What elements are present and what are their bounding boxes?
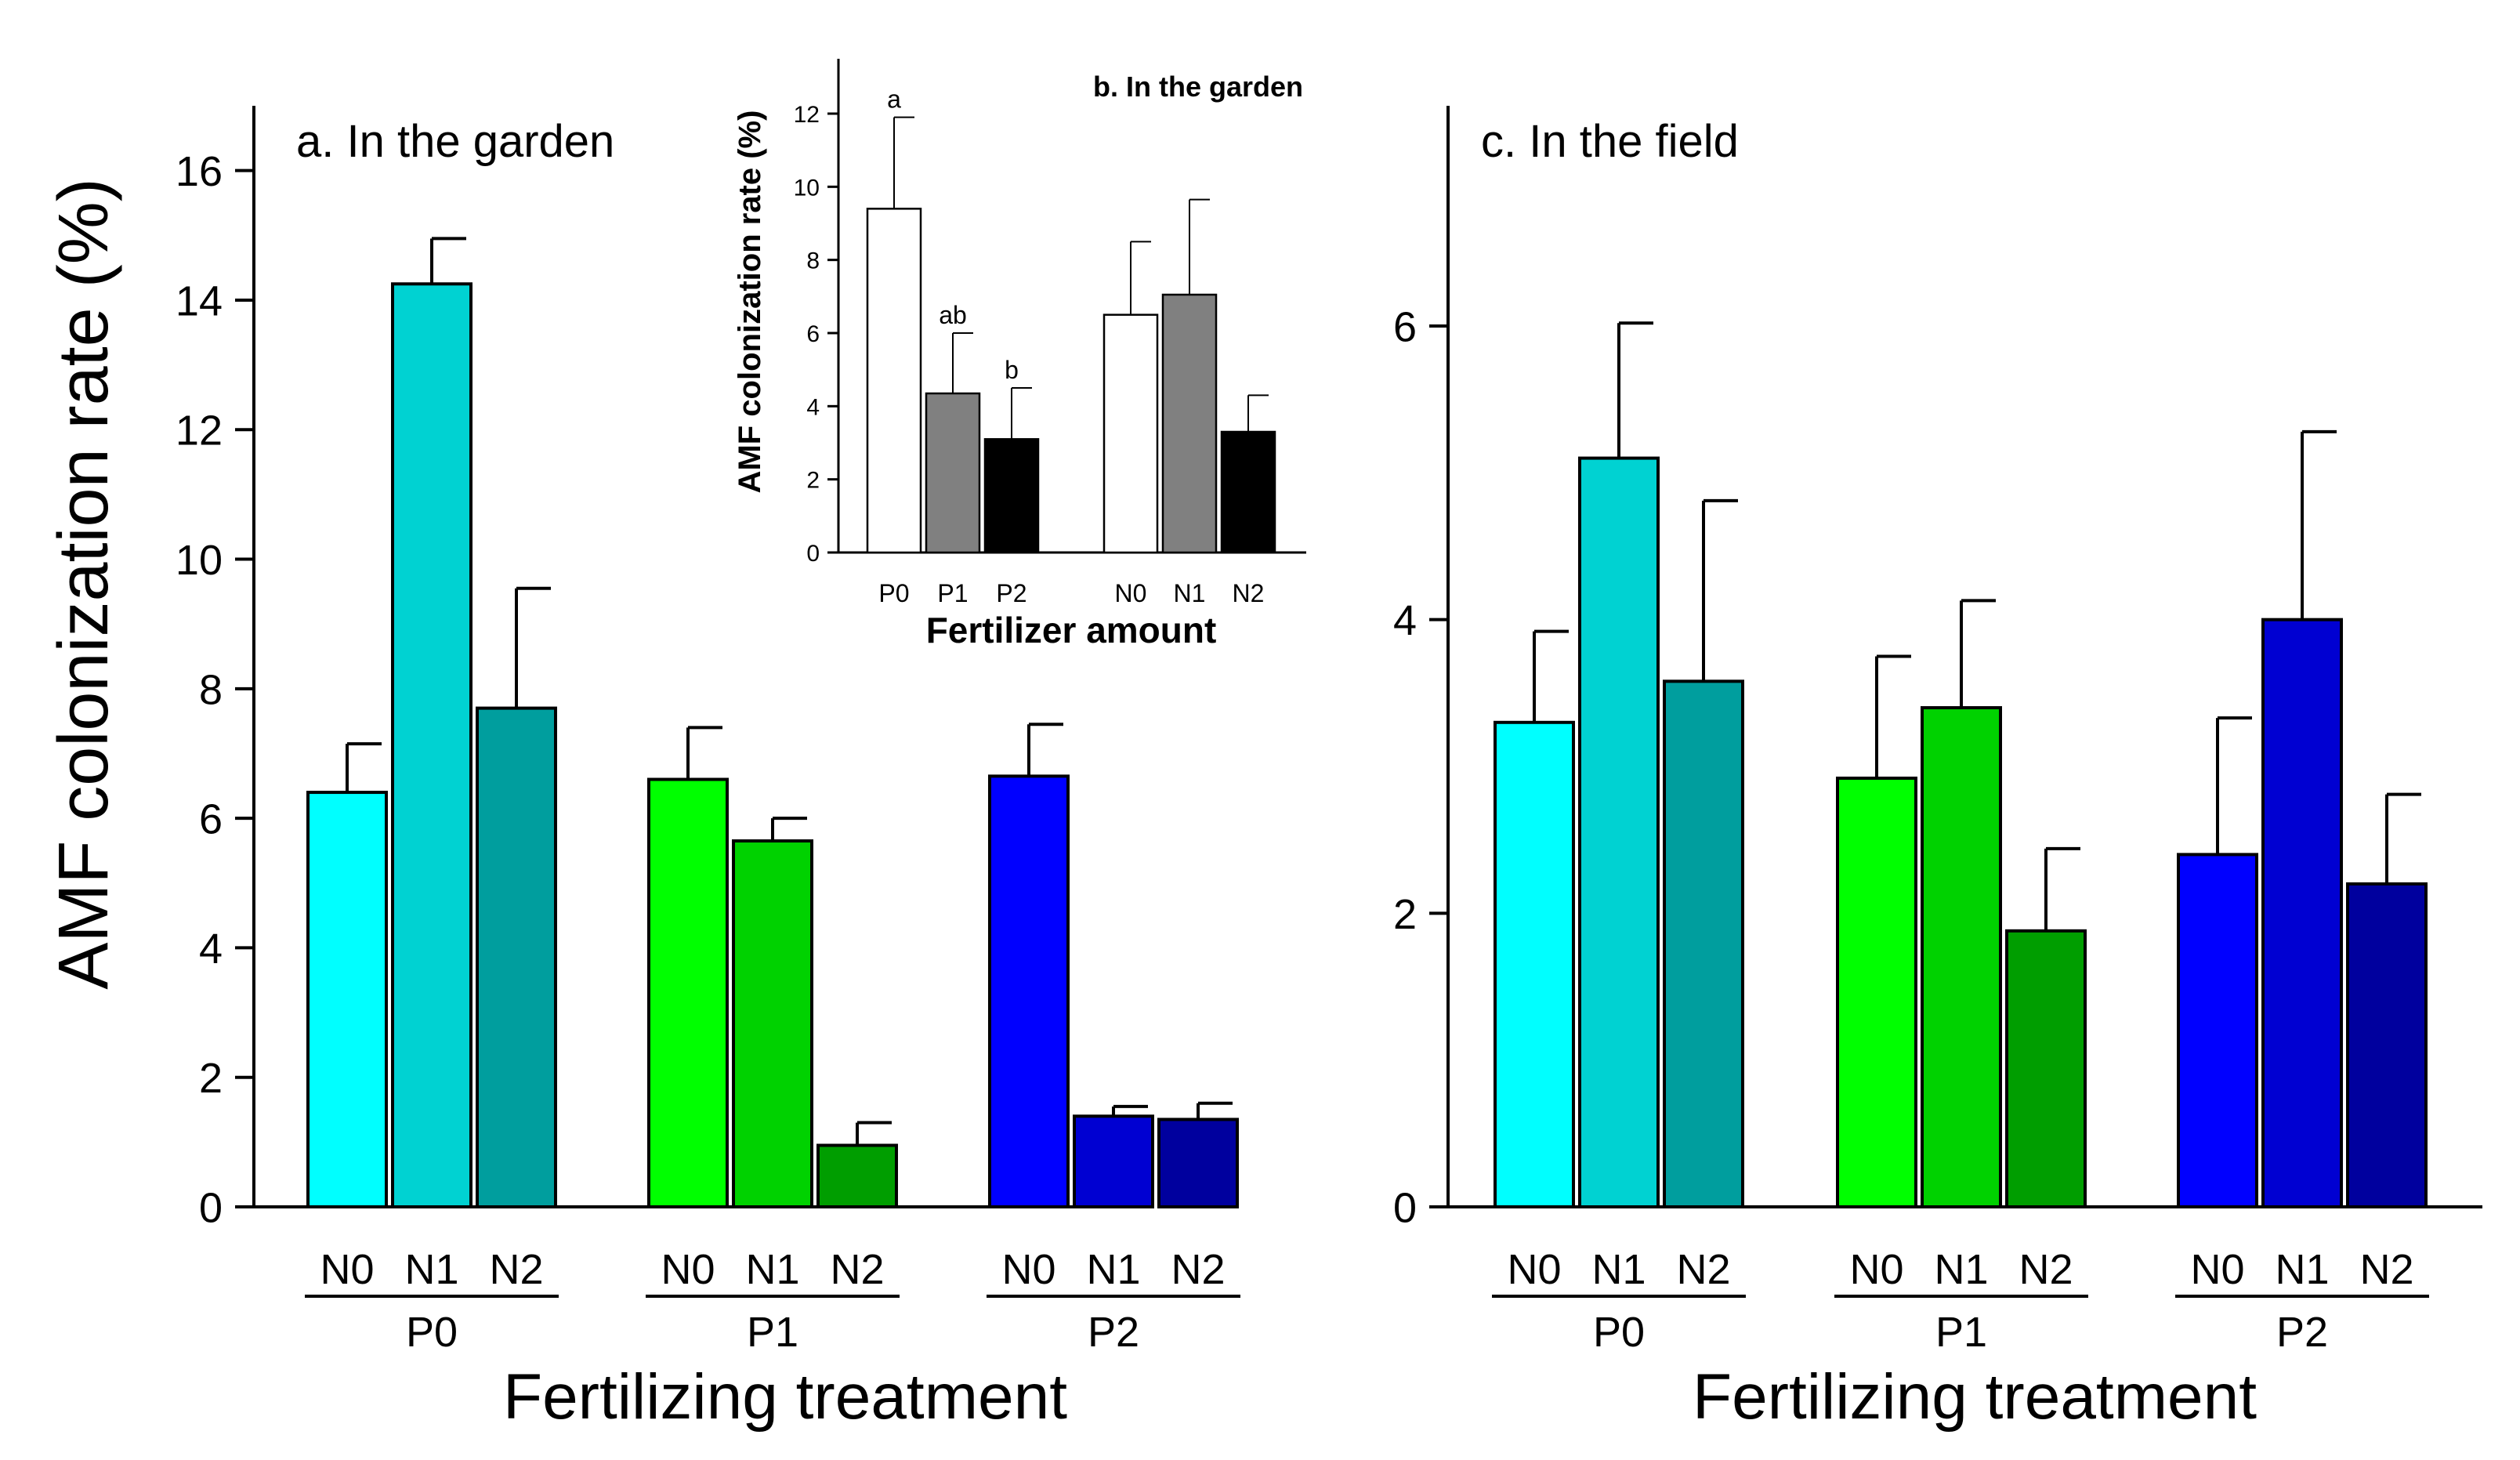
inset-category-label: P1 (937, 579, 968, 607)
group-label: P1 (747, 1309, 798, 1356)
panel-a-y-tick-label: 16 (176, 148, 223, 195)
category-label: N1 (1086, 1246, 1140, 1293)
category-label: N1 (1591, 1246, 1646, 1293)
category-label: N2 (2359, 1246, 2413, 1293)
category-label: N2 (830, 1246, 884, 1293)
bar-p1-n0 (1836, 776, 1917, 1208)
panel-c-title: c. In the field (1481, 116, 1739, 167)
category-label: N0 (2190, 1246, 2244, 1293)
group-label: P2 (1088, 1309, 1139, 1356)
bar-p1-n1 (732, 839, 813, 1208)
category-label: N2 (1171, 1246, 1225, 1293)
group-label: P0 (1593, 1309, 1645, 1356)
category-label: N0 (1001, 1246, 1055, 1293)
category-label: N2 (2019, 1246, 2073, 1293)
bar-p0-n1 (391, 282, 472, 1208)
category-label: N0 (320, 1246, 374, 1293)
panel-a-y-tick-label: 10 (176, 537, 223, 584)
panel-b-y-tick-label: 0 (806, 541, 820, 567)
bar-p1-n2 (2005, 929, 2087, 1209)
inset-bar-p0 (866, 208, 922, 554)
panel-a-y-tick-label: 4 (199, 926, 223, 973)
panel-b-y-tick-label: 4 (806, 394, 820, 420)
panel-b-x-axis-label: Fertilizer amount (926, 610, 1217, 650)
significance-letter: b (1005, 356, 1019, 384)
inset-category-label: N2 (1233, 579, 1265, 607)
inset-bar-n0 (1102, 313, 1159, 554)
panel-b-y-tick-label: 2 (806, 468, 820, 494)
panel-a-y-tick-label: 12 (176, 408, 223, 455)
inset-category-label: N0 (1115, 579, 1147, 607)
inset-category-label: P0 (878, 579, 909, 607)
panel-c-y-tick-label: 2 (1393, 891, 1417, 938)
bar-p1-n0 (647, 777, 729, 1208)
inset-bar-p2 (983, 438, 1040, 554)
bar-p2-n1 (1073, 1114, 1154, 1208)
category-label: N1 (745, 1246, 799, 1293)
panel-b-y-axis-label: AMF colonization rate (%) (733, 110, 767, 494)
panel-a-y-tick-label: 0 (199, 1184, 223, 1231)
inset-bar-n2 (1220, 430, 1276, 554)
group-label: P0 (406, 1309, 458, 1356)
panel-a-garden-chart: AMF colonization rate (%) a. In the gard… (45, 106, 1240, 1433)
bar-p2-n2 (1157, 1118, 1239, 1209)
panel-a-title: a. In the garden (296, 116, 614, 167)
significance-letter: a (887, 85, 901, 114)
bar-p2-n0 (2177, 853, 2258, 1209)
inset-bar-n1 (1161, 293, 1218, 554)
inset-category-label: N1 (1174, 579, 1206, 607)
panel-b-title: b. In the garden (1093, 71, 1303, 103)
bar-p0-n2 (1663, 679, 1744, 1208)
category-label: N1 (404, 1246, 458, 1293)
category-label: N1 (1934, 1246, 1988, 1293)
bar-p0-n2 (476, 706, 557, 1208)
bar-p1-n1 (1921, 706, 2002, 1208)
panel-a-y-tick-label: 2 (199, 1055, 223, 1102)
group-label: P2 (2276, 1309, 2328, 1356)
panel-c-y-tick-label: 0 (1393, 1184, 1417, 1231)
panel-b-y-tick-label: 10 (794, 175, 820, 201)
bar-p0-n1 (1578, 456, 1660, 1208)
category-label: N0 (1507, 1246, 1561, 1293)
bar-p0-n0 (1494, 720, 1575, 1208)
panel-c-field-chart: c. In the field Fertilizing treatment 0 2… (1393, 106, 2482, 1433)
bar-p2-n0 (988, 774, 1070, 1208)
bar-p2-n2 (2346, 882, 2428, 1209)
panel-b-inset-chart: AMF colonization rate (%) b. In the gard… (733, 59, 1306, 650)
panel-b-y-tick-label: 6 (806, 321, 820, 347)
category-label: N0 (661, 1246, 715, 1293)
panel-b-y-tick-label: 12 (794, 102, 820, 128)
category-label: N2 (1676, 1246, 1730, 1293)
panel-c-y-tick-label: 6 (1393, 303, 1417, 350)
bar-p1-n2 (816, 1143, 898, 1209)
category-label: N2 (489, 1246, 543, 1293)
panel-b-y-tick-label: 8 (806, 248, 820, 274)
panel-c-y-tick-label: 4 (1393, 597, 1417, 644)
panel-a-y-tick-label: 6 (199, 796, 223, 843)
category-label: N1 (2275, 1246, 2329, 1293)
significance-letter: ab (939, 301, 967, 329)
category-label: N0 (1849, 1246, 1903, 1293)
inset-bar-p1 (925, 392, 981, 554)
inset-category-label: P2 (996, 579, 1026, 607)
group-label: P1 (1935, 1309, 1987, 1356)
panel-a-x-axis-label: Fertilizing treatment (503, 1361, 1067, 1433)
panel-a-y-tick-label: 14 (176, 277, 223, 324)
bar-p2-n1 (2261, 618, 2343, 1208)
bar-p0-n0 (306, 791, 388, 1208)
panel-c-x-axis-label: Fertilizing treatment (1693, 1361, 2257, 1433)
panel-a-y-tick-label: 8 (199, 666, 223, 713)
panel-a-y-axis-label: AMF colonization rate (%) (45, 178, 123, 989)
